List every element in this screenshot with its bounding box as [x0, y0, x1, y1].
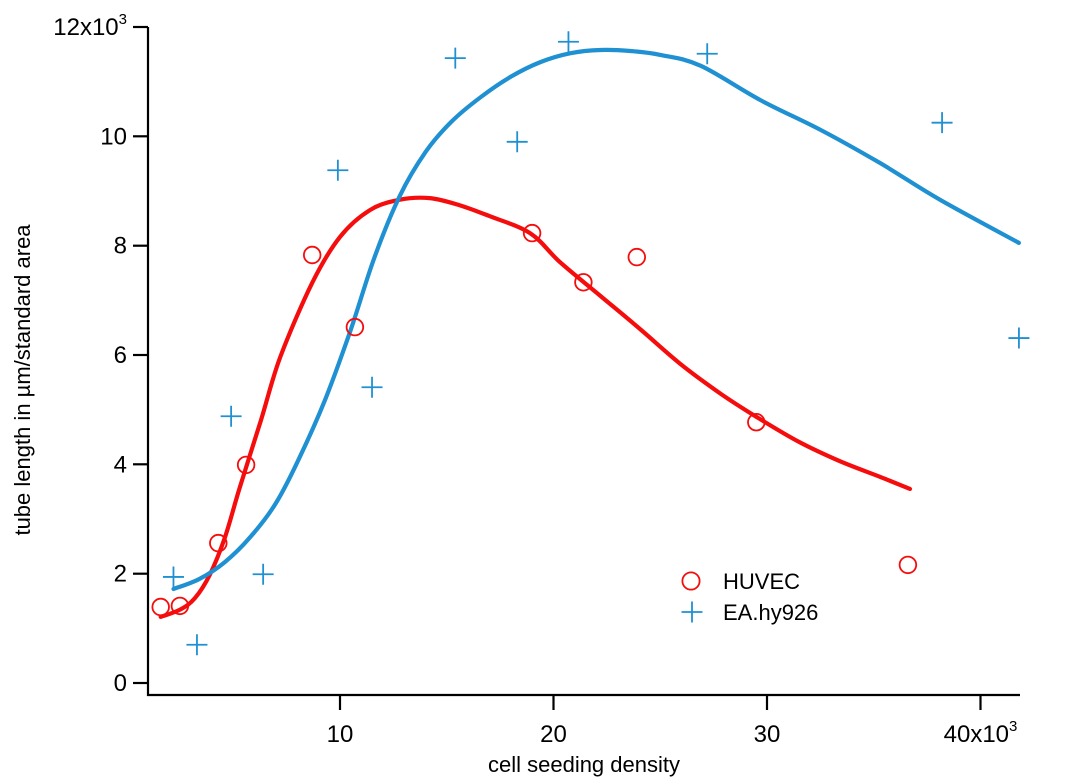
y-tick-label: 2	[114, 561, 127, 588]
eahy926-fit-curve	[171, 47, 1021, 592]
huvec-point-circle	[345, 317, 365, 337]
y-tick-label: 0	[114, 670, 127, 697]
huvec-point-circle	[209, 533, 228, 553]
y-tick-label: 6	[114, 342, 127, 369]
data-points	[151, 31, 1030, 656]
eahy926-point-plus	[327, 159, 349, 181]
eahy926-point-plus	[361, 376, 383, 398]
x-tick-label: 20	[540, 721, 567, 748]
y-tick-label: 10	[100, 123, 127, 150]
eahy926-point-plus	[557, 31, 579, 53]
x-tick-label: 10	[327, 721, 354, 748]
y-tick-label: 12x103	[53, 11, 127, 41]
huvec-point-circle	[151, 597, 170, 617]
eahy926-point-plus	[931, 112, 953, 134]
y-axis-title: tube length in µm/standard area	[10, 224, 35, 536]
legend-label-eahy926: EA.hy926	[723, 600, 818, 625]
y-tick-label: 8	[114, 233, 127, 260]
legend-marker-circle	[681, 571, 701, 591]
legend-markers	[681, 571, 703, 623]
huvec-point-circle	[170, 596, 190, 616]
legend: HUVEC EA.hy926	[681, 569, 818, 625]
x-tick-label: 30	[754, 721, 781, 748]
huvec-point-circle	[303, 245, 322, 265]
x-tick-label: 40x103	[944, 718, 1018, 748]
huvec-point-circle	[898, 555, 918, 575]
y-tick-label: 4	[114, 451, 127, 478]
eahy926-point-plus	[506, 131, 528, 153]
x-axis-title: cell seeding density	[488, 752, 680, 777]
legend-label-huvec: HUVEC	[723, 569, 800, 594]
eahy926-point-plus	[252, 563, 274, 585]
eahy926-point-plus	[1008, 327, 1030, 349]
huvec-point-circle	[627, 247, 647, 267]
huvec-point-circle	[522, 223, 542, 243]
legend-marker-plus	[681, 601, 703, 623]
eahy926-point-plus	[696, 43, 718, 65]
huvec-point-circle	[747, 413, 766, 432]
huvec-point-circle	[574, 273, 593, 292]
fit-curves	[158, 47, 1021, 619]
huvec-fit-curve	[158, 195, 913, 619]
eahy926-point-plus	[162, 566, 184, 588]
axes: 0 2 4 6 8 10 12x103 10 20 30 40x103	[53, 11, 1020, 748]
eahy926-point-plus	[220, 405, 242, 427]
eahy926-point-plus	[444, 47, 466, 69]
huvec-point-circle	[236, 455, 256, 475]
eahy926-point-plus	[186, 634, 208, 656]
